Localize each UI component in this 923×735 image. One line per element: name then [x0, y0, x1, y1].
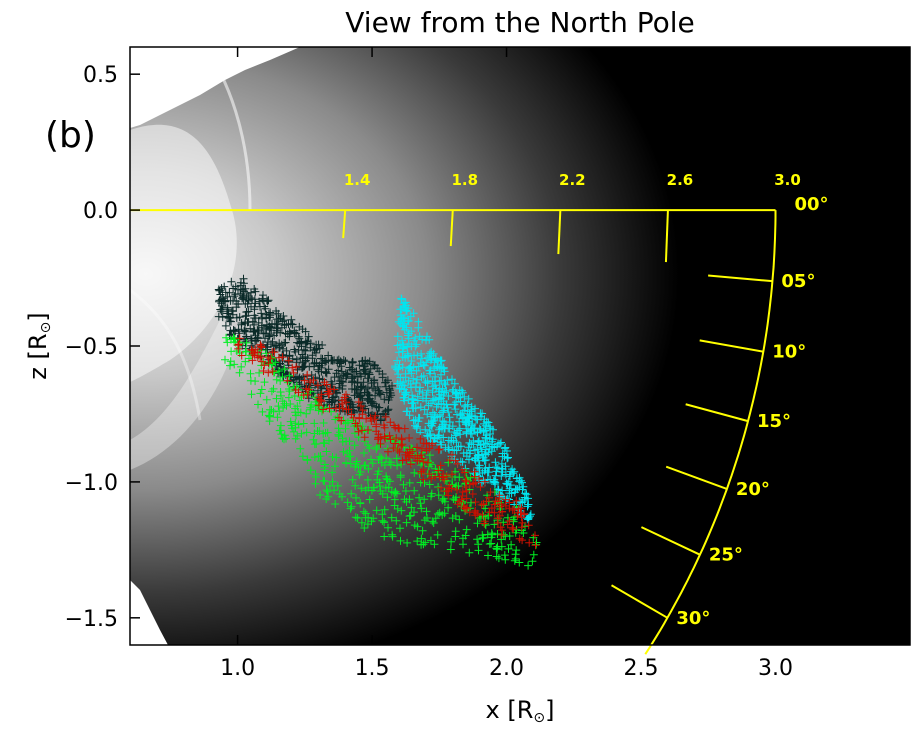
- scatter-series: [234, 334, 540, 550]
- radial-tick-mark: [664, 210, 669, 263]
- x-tick-label: 3.0: [758, 656, 793, 681]
- y-axis-sun-symbol: ⊙: [38, 322, 54, 334]
- radial-tick-label: 2.2: [559, 171, 586, 189]
- angle-tick-label: 05°: [781, 271, 815, 292]
- angle-tick-mark: [665, 465, 728, 490]
- radial-tick-label: 3.0: [774, 171, 801, 189]
- x-axis-title: x [R⊙]: [486, 696, 555, 726]
- plot-background: [130, 47, 910, 645]
- x-tick-label: 2.5: [624, 656, 659, 681]
- angle-tick-mark: [685, 403, 749, 423]
- angle-tick-label: 00°: [794, 194, 828, 215]
- angle-tick-label: 30°: [676, 608, 710, 629]
- y-axis-title: z [R⊙]: [24, 312, 54, 379]
- y-axis-title-suffix: ]: [24, 312, 52, 321]
- radial-tick-mark: [342, 210, 347, 239]
- panel-label: (b): [45, 115, 96, 156]
- y-tick-label: −1.0: [65, 471, 118, 496]
- radial-tick-label: 1.4: [344, 171, 371, 189]
- scatter-series-layer: [214, 274, 541, 570]
- angle-tick-mark: [611, 584, 668, 619]
- x-axis-title-main: x [R: [486, 696, 534, 724]
- radial-tick-mark: [449, 210, 454, 247]
- axes: 1.0 1.5 2.0 2.5 3.0 0.5 0.0 −0.5 −1.0 −1.5: [65, 47, 910, 681]
- x-tick-label: 1.0: [220, 656, 255, 681]
- angle-arc: [644, 210, 777, 655]
- y-axis-title-main: z [R: [24, 333, 52, 379]
- angle-tick-label: 25°: [709, 545, 743, 566]
- angle-tick-label: 15°: [757, 411, 791, 432]
- y-tick-label: 0.5: [83, 63, 118, 88]
- radial-tick-mark: [557, 210, 562, 255]
- radial-tick-label: 2.6: [667, 171, 694, 189]
- x-tick-label: 1.5: [355, 656, 390, 681]
- y-tick-label: −1.5: [65, 607, 118, 632]
- angle-tick-mark: [699, 339, 764, 353]
- y-tick-label: 0.0: [83, 199, 118, 224]
- angle-tick-label: 10°: [772, 342, 806, 363]
- x-tick-label: 2.0: [489, 656, 524, 681]
- yellow-overlay: 1.4 1.8 2.2 2.6 3.0 00° 05° 10° 15° 20° 25° 30°: [130, 171, 829, 655]
- radial-tick-label: 1.8: [451, 171, 478, 189]
- y-tick-label: −0.5: [65, 335, 118, 360]
- angle-tick-mark: [640, 526, 701, 556]
- scatter-markers: [234, 334, 540, 550]
- x-axis-sun-symbol: ⊙: [533, 710, 545, 726]
- angle-tick-label: 20°: [736, 479, 770, 500]
- angle-tick-mark: [708, 274, 773, 283]
- chart-title: View from the North Pole: [345, 6, 695, 39]
- x-axis-title-suffix: ]: [545, 696, 554, 724]
